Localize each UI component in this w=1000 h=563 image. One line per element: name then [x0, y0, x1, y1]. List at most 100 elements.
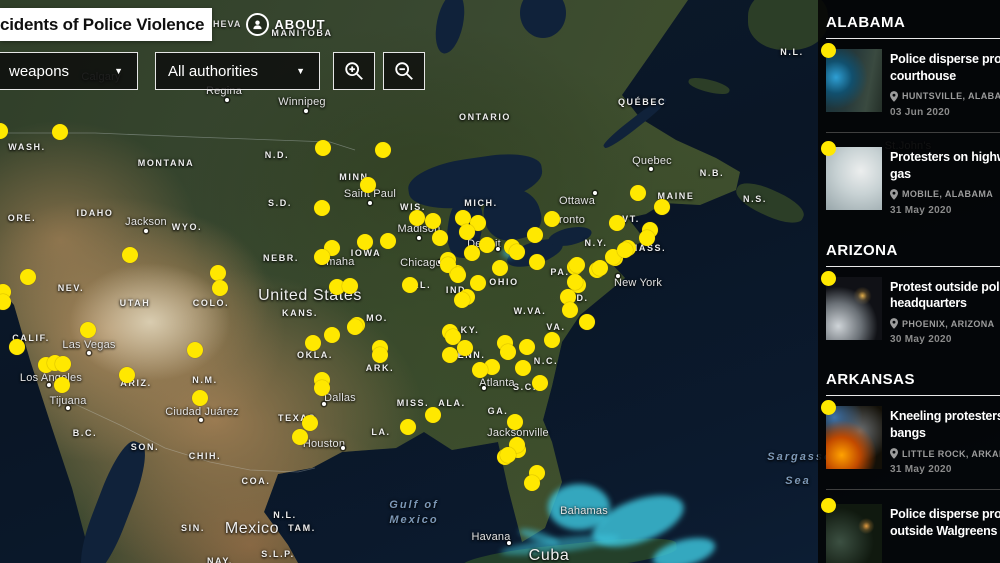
incident-marker[interactable] — [9, 339, 25, 355]
incident-marker[interactable] — [80, 322, 96, 338]
incident-marker[interactable] — [472, 362, 488, 378]
incident-marker[interactable] — [592, 260, 608, 276]
incident-marker[interactable] — [609, 215, 625, 231]
incident-marker[interactable] — [425, 213, 441, 229]
incident-marker[interactable] — [432, 230, 448, 246]
incident-card[interactable]: Kneeling protesters hi bangs LITTLE ROCK, … — [821, 400, 1000, 475]
location-pin-icon — [890, 448, 898, 459]
city-marker-dot — [304, 109, 308, 113]
incident-marker[interactable] — [302, 415, 318, 431]
incident-marker[interactable] — [562, 302, 578, 318]
incident-marker[interactable] — [347, 319, 363, 335]
incident-marker[interactable] — [315, 140, 331, 156]
incident-marker[interactable] — [54, 377, 70, 393]
incident-marker[interactable] — [187, 342, 203, 358]
incident-marker[interactable] — [192, 390, 208, 406]
zoom-in-button[interactable] — [333, 52, 375, 90]
incident-marker[interactable] — [479, 237, 495, 253]
incident-marker[interactable] — [314, 249, 330, 265]
incident-marker — [821, 43, 836, 58]
incident-marker[interactable] — [507, 414, 523, 430]
incident-marker[interactable] — [119, 367, 135, 383]
incident-marker[interactable] — [569, 257, 585, 273]
incident-marker[interactable] — [579, 314, 595, 330]
authorities-filter-dropdown[interactable]: All authorities ▼ — [155, 52, 320, 90]
incident-marker[interactable] — [524, 475, 540, 491]
incident-marker[interactable] — [470, 215, 486, 231]
incident-title-line: Police disperse prote — [890, 507, 1000, 521]
incident-marker[interactable] — [560, 289, 576, 305]
incident-marker[interactable] — [532, 375, 548, 391]
incident-marker[interactable] — [55, 356, 71, 372]
incident-marker[interactable] — [544, 211, 560, 227]
incident-marker[interactable] — [544, 332, 560, 348]
incident-marker[interactable] — [425, 407, 441, 423]
incident-marker[interactable] — [455, 210, 471, 226]
incident-marker[interactable] — [409, 210, 425, 226]
incident-marker[interactable] — [509, 244, 525, 260]
incident-marker[interactable] — [324, 327, 340, 343]
incident-marker[interactable] — [617, 242, 633, 258]
incident-marker[interactable] — [400, 419, 416, 435]
incident-marker[interactable] — [0, 294, 11, 310]
city-marker-dot — [496, 247, 500, 251]
incident-marker[interactable] — [0, 284, 11, 300]
incident-marker[interactable] — [314, 380, 330, 396]
incident-marker[interactable] — [442, 347, 458, 363]
incident-marker[interactable] — [20, 269, 36, 285]
incident-marker[interactable] — [459, 224, 475, 240]
incident-marker[interactable] — [305, 335, 321, 351]
incident-marker[interactable] — [639, 230, 655, 246]
incident-marker[interactable] — [500, 344, 516, 360]
incident-marker[interactable] — [484, 359, 500, 375]
zoom-out-button[interactable] — [383, 52, 425, 90]
incident-marker[interactable] — [292, 429, 308, 445]
incident-marker[interactable] — [630, 185, 646, 201]
newfoundland-island — [748, 0, 828, 50]
incident-marker[interactable] — [500, 447, 516, 463]
incident-marker[interactable] — [342, 278, 358, 294]
incident-card[interactable]: Protest outside police headquarters PHOENI… — [821, 270, 1000, 345]
incident-marker[interactable] — [329, 279, 345, 295]
incident-marker[interactable] — [450, 267, 466, 283]
incident-title-line: Kneeling protesters hi — [890, 409, 1000, 424]
incident-marker[interactable] — [375, 142, 391, 158]
incident-marker[interactable] — [515, 360, 531, 376]
incident-marker[interactable] — [457, 340, 473, 356]
page-title: cidents of Police Violence — [0, 14, 205, 34]
incident-marker[interactable] — [122, 247, 138, 263]
incident-marker[interactable] — [492, 260, 508, 276]
weapons-filter-dropdown[interactable]: weapons ▼ — [0, 52, 138, 90]
incident-photo-thumbnail — [826, 146, 882, 210]
incident-marker[interactable] — [380, 233, 396, 249]
incident-marker[interactable] — [210, 265, 226, 281]
incident-marker[interactable] — [529, 254, 545, 270]
incidents-sidebar[interactable]: ALABAMA Police disperse protes courthouse H… — [818, 0, 1000, 563]
about-button[interactable]: ABOUT — [274, 16, 326, 32]
incident-title-line: outside Walgreens — [890, 523, 998, 538]
incident-marker[interactable] — [567, 274, 583, 290]
city-marker-dot — [593, 191, 597, 195]
incident-title-line: bangs — [890, 426, 926, 441]
incident-marker[interactable] — [212, 280, 228, 296]
incident-card[interactable]: Police disperse protes courthouse HUNTSVIL… — [821, 43, 1000, 118]
incident-marker[interactable] — [360, 177, 376, 193]
about-group[interactable]: HEVA ABOUT — [213, 12, 326, 36]
incident-marker[interactable] — [454, 292, 470, 308]
incident-marker[interactable] — [470, 275, 486, 291]
incident-marker[interactable] — [0, 123, 8, 139]
incident-marker[interactable] — [519, 339, 535, 355]
incident-marker[interactable] — [445, 329, 461, 345]
incident-marker[interactable] — [314, 200, 330, 216]
incident-marker[interactable] — [52, 124, 68, 140]
incident-marker[interactable] — [464, 245, 480, 261]
incident-marker[interactable] — [654, 199, 670, 215]
incident-marker[interactable] — [372, 347, 388, 363]
weapons-filter-value: weapons — [9, 62, 70, 80]
incident-card[interactable]: Police disperse prote outside Walgreens — [821, 498, 1000, 563]
incident-card[interactable]: Protesters on highway gas MOBILE, ALABAMA 3… — [821, 140, 1000, 216]
incident-marker[interactable] — [527, 227, 543, 243]
authorities-filter-value: All authorities — [168, 62, 259, 80]
incident-marker[interactable] — [357, 234, 373, 250]
incident-marker[interactable] — [402, 277, 418, 293]
